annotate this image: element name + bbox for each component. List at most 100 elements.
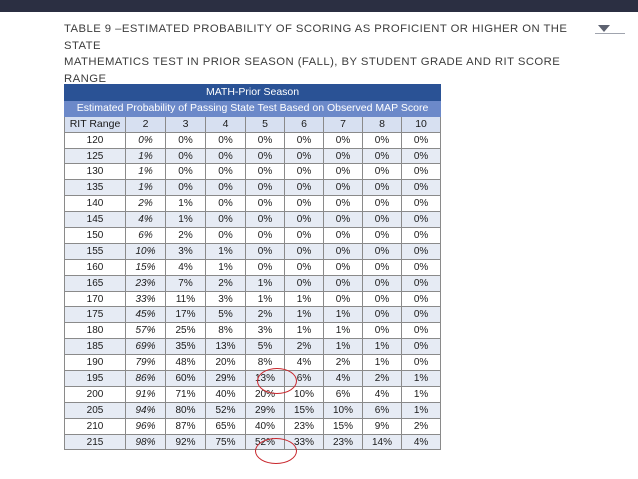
probability-cell: 0% [284, 274, 324, 292]
probability-table: MATH-Prior Season Estimated Probability … [63, 84, 442, 451]
rit-range-cell: 215 [64, 433, 126, 451]
probability-cell: 2% [400, 417, 442, 435]
probability-cell: 96% [125, 417, 166, 435]
probability-cell: 8% [205, 322, 246, 340]
header-grade: 3 [165, 115, 206, 133]
probability-cell: 0% [284, 227, 324, 244]
probability-cell: 0% [400, 258, 442, 276]
probability-cell: 0% [284, 242, 324, 260]
probability-cell: 0% [400, 227, 442, 244]
header-rit-range: RIT Range [64, 115, 126, 133]
slide-top-bar [0, 0, 638, 12]
probability-cell: 1% [165, 211, 206, 229]
probability-cell: 1% [323, 306, 363, 324]
probability-cell: 40% [205, 385, 246, 403]
probability-cell: 0% [400, 195, 442, 213]
probability-cell: 2% [284, 338, 324, 356]
table-row: 175 45% 17% 5% 2% 1% 1% 0% 0% [64, 306, 442, 324]
probability-cell: 0% [400, 306, 442, 324]
probability-cell: 14% [362, 433, 402, 451]
probability-cell: 0% [400, 211, 442, 229]
probability-cell: 9% [362, 417, 402, 435]
probability-cell: 0% [323, 163, 363, 181]
probability-cell: 0% [165, 163, 206, 181]
rit-range-cell: 170 [64, 290, 126, 308]
probability-cell: 57% [125, 322, 166, 340]
probability-cell: 48% [165, 354, 206, 372]
probability-cell: 0% [245, 147, 285, 165]
probability-cell: 1% [125, 147, 166, 165]
probability-cell: 0% [205, 179, 246, 197]
probability-cell: 1% [362, 338, 402, 356]
annotation-circle-20 [257, 368, 297, 394]
probability-cell: 0% [362, 147, 402, 165]
probability-cell: 60% [165, 370, 206, 387]
probability-cell: 0% [205, 227, 246, 244]
probability-cell: 4% [165, 258, 206, 276]
probability-cell: 6% [125, 227, 166, 244]
probability-cell: 2% [125, 195, 166, 213]
rit-range-cell: 130 [64, 163, 126, 181]
probability-cell: 79% [125, 354, 166, 372]
probability-cell: 71% [165, 385, 206, 403]
probability-cell: 0% [205, 195, 246, 213]
probability-cell: 0% [400, 163, 442, 181]
probability-cell: 0% [205, 211, 246, 229]
probability-cell: 0% [245, 242, 285, 260]
probability-cell: 0% [400, 322, 442, 340]
probability-cell: 2% [245, 306, 285, 324]
table-title-row: MATH-Prior Season [63, 84, 442, 101]
table-header-row: RIT Range 2 3 4 5 6 7 8 10 [64, 115, 442, 133]
probability-cell: 0% [362, 306, 402, 324]
probability-cell: 0% [362, 227, 402, 244]
table-row: 180 57% 25% 8% 3% 1% 1% 0% 0% [64, 322, 442, 340]
probability-cell: 0% [400, 290, 442, 308]
probability-cell: 11% [165, 290, 206, 308]
table-subtitle-row: Estimated Probability of Passing State T… [63, 99, 442, 117]
probability-cell: 0% [323, 211, 363, 229]
probability-cell: 17% [165, 306, 206, 324]
table-row: 190 79% 48% 20% 8% 4% 2% 1% 0% [64, 354, 442, 372]
probability-cell: 0% [323, 258, 363, 276]
probability-cell: 2% [323, 354, 363, 372]
probability-cell: 1% [245, 274, 285, 292]
probability-cell: 86% [125, 370, 166, 387]
rit-range-cell: 210 [64, 417, 126, 435]
probability-cell: 6% [323, 385, 363, 403]
probability-cell: 94% [125, 401, 166, 419]
table-row: 125 1% 0% 0% 0% 0% 0% 0% 0% [64, 147, 442, 165]
probability-cell: 0% [245, 227, 285, 244]
probability-cell: 10% [323, 401, 363, 419]
probability-cell: 0% [323, 147, 363, 165]
rit-range-cell: 120 [64, 131, 126, 149]
rit-range-cell: 125 [64, 147, 126, 165]
probability-cell: 23% [284, 417, 324, 435]
probability-cell: 13% [205, 338, 246, 356]
probability-cell: 0% [323, 290, 363, 308]
probability-cell: 29% [205, 370, 246, 387]
probability-cell: 0% [323, 179, 363, 197]
table-row: 145 4% 1% 0% 0% 0% 0% 0% 0% [64, 211, 442, 229]
rit-range-cell: 145 [64, 211, 126, 229]
probability-cell: 1% [400, 401, 442, 419]
probability-cell: 87% [165, 417, 206, 435]
probability-cell: 5% [245, 338, 285, 356]
probability-cell: 2% [205, 274, 246, 292]
rit-range-cell: 165 [64, 274, 126, 292]
probability-cell: 0% [323, 195, 363, 213]
probability-cell: 4% [362, 385, 402, 403]
corner-line [595, 33, 625, 34]
probability-cell: 20% [205, 354, 246, 372]
probability-cell: 0% [245, 163, 285, 181]
probability-cell: 0% [400, 179, 442, 197]
probability-cell: 92% [165, 433, 206, 451]
probability-cell: 15% [323, 417, 363, 435]
probability-cell: 1% [245, 290, 285, 308]
probability-cell: 15% [125, 258, 166, 276]
rit-range-cell: 205 [64, 401, 126, 419]
probability-cell: 0% [323, 131, 363, 149]
probability-cell: 98% [125, 433, 166, 451]
probability-cell: 0% [400, 274, 442, 292]
probability-cell: 0% [362, 274, 402, 292]
probability-cell: 0% [284, 131, 324, 149]
